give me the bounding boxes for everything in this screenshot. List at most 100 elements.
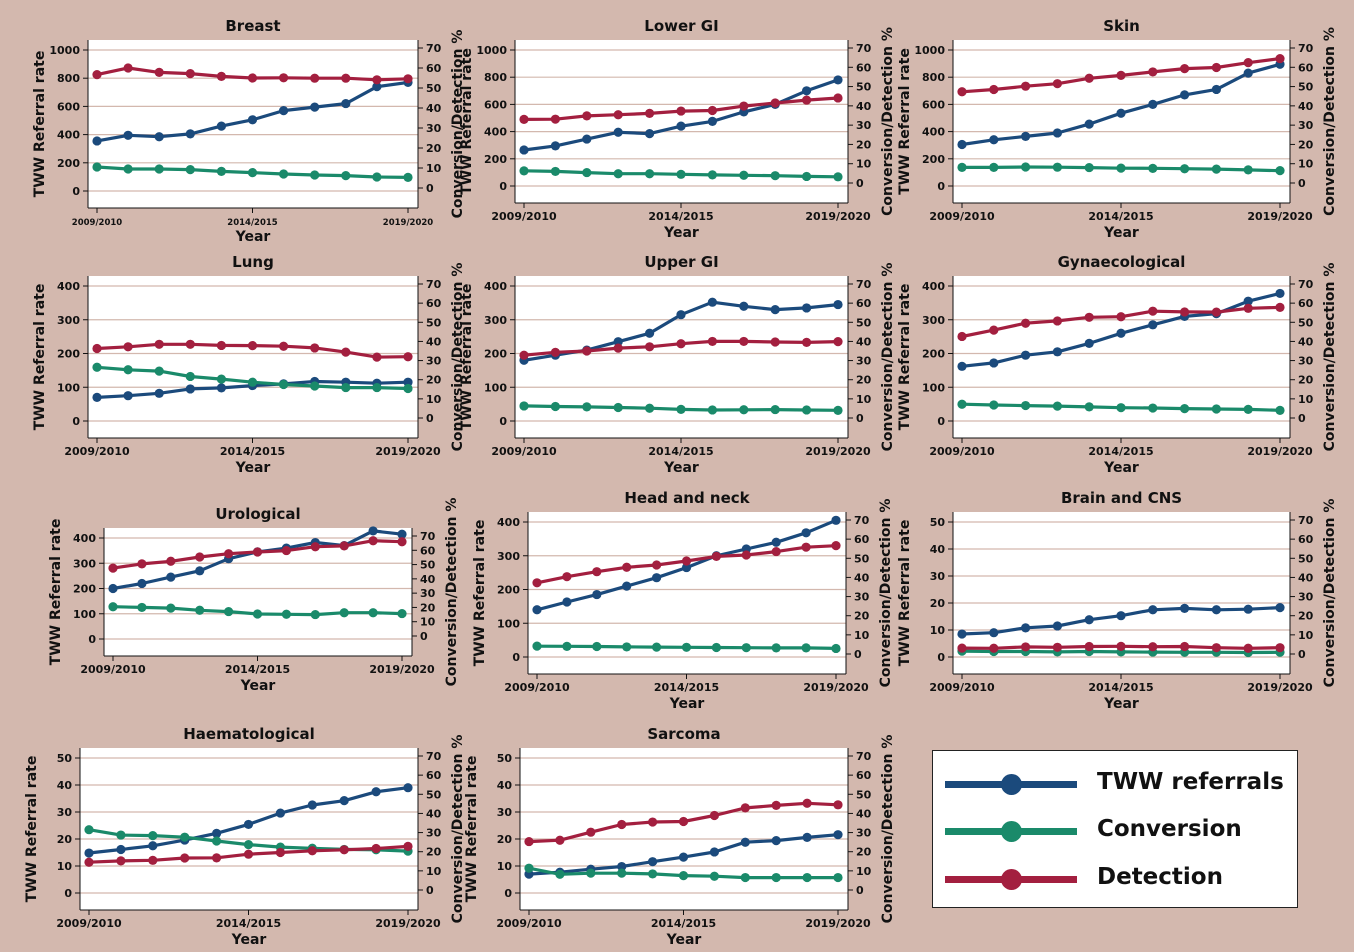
y2-tick-label: 40 (856, 100, 872, 113)
data-point-referrals (652, 573, 662, 583)
data-point-referrals (1148, 605, 1158, 615)
data-point-referrals (707, 116, 718, 126)
y-axis-label: TWW Referral rate (459, 284, 475, 431)
data-point-referrals (1052, 347, 1062, 357)
y2-tick-label: 20 (420, 601, 436, 614)
data-point-detection (1211, 62, 1221, 73)
data-point-referrals (771, 537, 781, 547)
data-point-referrals (137, 578, 147, 589)
data-point-detection (802, 95, 812, 105)
x-axis-label: Year (1103, 696, 1139, 712)
data-point-detection (1211, 643, 1221, 653)
data-point-conversion (247, 168, 258, 178)
legend-marker-conversion (1001, 821, 1022, 842)
data-point-conversion (368, 608, 378, 618)
y-tick-label: 100 (497, 617, 520, 630)
y2-tick-label: 30 (426, 355, 442, 368)
data-point-conversion (1180, 404, 1190, 414)
data-point-conversion (739, 170, 749, 180)
data-point-referrals (1243, 604, 1253, 614)
data-point-conversion (1211, 404, 1221, 414)
data-point-conversion (741, 643, 751, 653)
data-point-referrals (550, 141, 561, 151)
data-point-detection (1021, 642, 1031, 652)
data-point-referrals (275, 808, 285, 818)
y-tick-label: 0 (937, 180, 945, 193)
x-axis-label: Year (663, 460, 699, 476)
data-point-referrals (123, 130, 133, 140)
y2-tick-label: 10 (856, 158, 872, 171)
data-point-conversion (92, 362, 102, 372)
data-point-conversion (372, 172, 382, 182)
y2-tick-label: 0 (1298, 412, 1306, 425)
plot-area (953, 276, 1290, 438)
data-point-conversion (372, 382, 382, 393)
data-point-referrals (833, 75, 843, 85)
x-axis-label: Year (231, 932, 267, 948)
y-tick-label: 800 (484, 71, 507, 84)
y-tick-label: 200 (57, 348, 80, 361)
data-point-referrals (739, 301, 749, 311)
data-point-referrals (1052, 128, 1062, 138)
y2-tick-label: 0 (854, 648, 862, 661)
data-point-conversion (1275, 405, 1285, 415)
y2-tick-label: 20 (1298, 138, 1314, 151)
data-point-conversion (831, 643, 841, 654)
data-point-referrals (1021, 623, 1031, 633)
data-point-detection (802, 798, 812, 808)
data-point-conversion (678, 871, 689, 881)
data-point-referrals (740, 837, 750, 847)
data-point-detection (108, 563, 118, 573)
data-point-conversion (652, 642, 662, 652)
data-point-detection (166, 556, 176, 566)
x-tick-label: 2014/2015 (1088, 681, 1153, 694)
data-point-detection (195, 552, 205, 562)
y2-tick-label: 30 (1298, 355, 1314, 368)
y-tick-label: 0 (937, 415, 945, 428)
y2-tick-label: 20 (856, 374, 872, 387)
data-point-conversion (397, 608, 407, 619)
y-tick-label: 100 (922, 381, 945, 394)
data-point-detection (957, 87, 967, 97)
chart-title: Brain and CNS (1061, 489, 1182, 507)
y-tick-label: 300 (922, 314, 945, 327)
x-tick-label: 2014/2015 (1088, 210, 1153, 223)
data-point-detection (740, 803, 750, 813)
chart-title: Skin (1103, 17, 1140, 35)
y-axis-label: TWW Referral rate (897, 48, 913, 195)
y-tick-label: 400 (57, 280, 80, 293)
y-tick-label: 0 (937, 651, 945, 664)
data-point-detection (1148, 642, 1158, 652)
y2-tick-label: 70 (854, 514, 870, 527)
y-tick-label: 100 (57, 381, 80, 394)
y-tick-label: 20 (497, 833, 513, 846)
data-point-detection (247, 341, 258, 351)
x-tick-label: 2009/2010 (80, 663, 146, 676)
data-point-conversion (116, 830, 126, 840)
y2-tick-label: 60 (854, 533, 870, 546)
data-point-detection (770, 337, 780, 347)
data-point-referrals (801, 528, 811, 538)
legend-marker-referrals (1001, 774, 1022, 795)
y2-tick-label: 30 (856, 355, 872, 368)
y-tick-label: 0 (88, 633, 96, 646)
data-point-conversion (216, 374, 226, 384)
y2-tick-label: 20 (426, 846, 442, 859)
data-point-referrals (802, 832, 812, 842)
x-tick-label: 2019/2020 (383, 218, 434, 228)
data-point-conversion (645, 403, 655, 413)
chart-title: Haematological (183, 725, 315, 743)
y-tick-label: 10 (930, 624, 946, 637)
y2-tick-label: 70 (856, 278, 872, 291)
data-point-referrals (989, 135, 999, 145)
data-point-conversion (833, 872, 843, 883)
data-point-conversion (592, 641, 602, 652)
y2-axis-label: Conversion/Detection % (878, 499, 894, 688)
y2-axis-label: Conversion/Detection % (450, 735, 466, 924)
y2-axis-label: Conversion/Detection % (450, 30, 466, 219)
y-tick-label: 100 (73, 608, 96, 621)
data-point-conversion (740, 872, 750, 883)
data-point-detection (802, 337, 812, 347)
y2-tick-label: 30 (854, 591, 870, 604)
data-point-conversion (957, 162, 967, 172)
